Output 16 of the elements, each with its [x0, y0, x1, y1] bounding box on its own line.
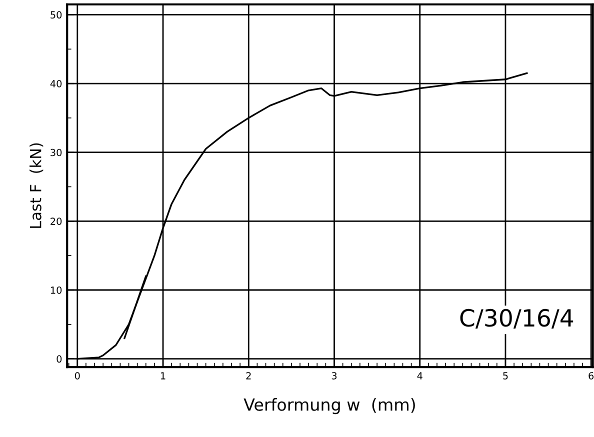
y-tick-label: 40: [50, 80, 62, 88]
x-tick-label: 4: [417, 372, 422, 380]
x-tick-label: 3: [332, 372, 337, 380]
y-tick-label: 0: [56, 355, 62, 363]
x-tick-label: 6: [588, 372, 594, 380]
x-tick-label: 5: [503, 372, 508, 380]
y-tick-label: 20: [50, 218, 62, 225]
y-tick-label: 10: [50, 286, 62, 294]
y-axis-title: Last F (kN): [30, 143, 44, 228]
annotation: C/30/16/4: [460, 308, 574, 329]
x-tick-label: 0: [74, 372, 80, 380]
y-tick-label: 50: [50, 11, 62, 19]
y-tick-label: 30: [50, 148, 62, 156]
x-tick-label: 1: [160, 372, 166, 380]
x-axis-title: Verformung w (mm): [244, 398, 415, 414]
x-tick-label: 2: [246, 372, 251, 380]
